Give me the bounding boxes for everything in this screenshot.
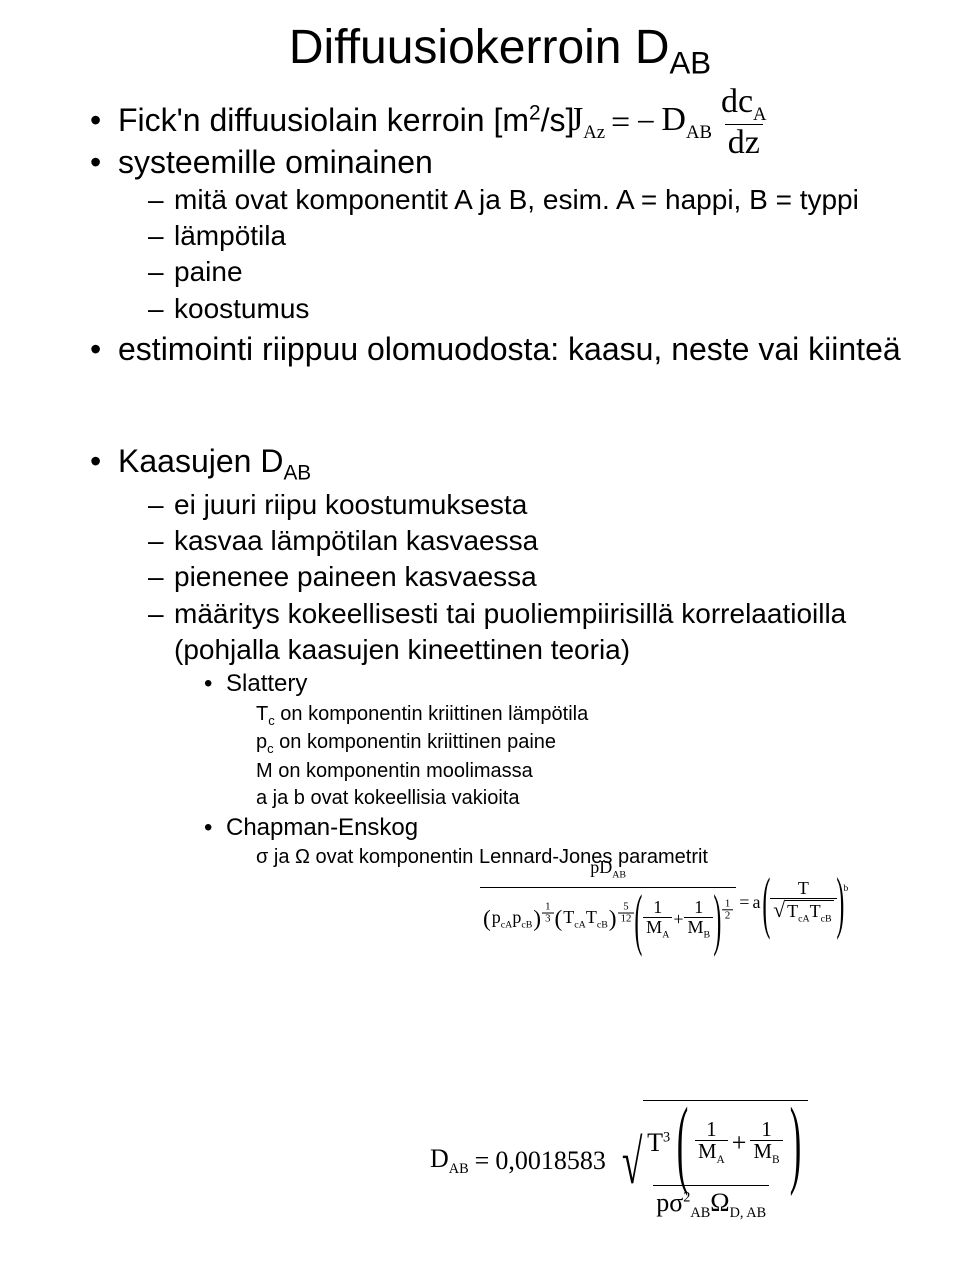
eq3-den: pσ2ABΩD, AB [653, 1185, 769, 1221]
b4d-text: määritys kokeellisesti tai puoliempiiris… [174, 598, 846, 665]
eq2-lhs-den: ( pcApcB ) 1 3 ( TcATcB ) 5 12 ( 1 MA [480, 887, 736, 947]
page-title: Diffuusiokerroin DAB [90, 20, 910, 82]
equation-chapman-enskog: DAB = 0,0018583 √ T3 ( 1 MA + 1 [430, 1100, 811, 1222]
lvl4-line: Tc on komponentin kriittinen lämpötila [256, 701, 910, 730]
b4-text: Kaasujen D [118, 443, 283, 479]
sublist-lvl4: Tc on komponentin kriittinen lämpötila p… [226, 701, 910, 812]
eq2-rhs: ( T √TcATcB ) b [763, 875, 848, 930]
b2d-text: koostumus [174, 293, 309, 324]
bullet-lvl2: kasvaa lämpötilan kasvaessa [148, 523, 910, 559]
bullet-lvl2: paine [148, 254, 910, 290]
page: Diffuusiokerroin DAB JAz = − DAB dcA dz … [0, 0, 960, 1283]
title-sub: AB [670, 46, 712, 81]
bullet-lvl2: koostumus [148, 291, 910, 327]
eq2-lhs: pDAB ( pcApcB ) 1 3 ( TcATcB ) 5 12 ( [480, 858, 736, 947]
b1-tail: /s] [541, 102, 575, 138]
b2b-text: lämpötila [174, 220, 286, 251]
eq3-const: 0,0018583 [495, 1146, 606, 1176]
b4d2-text: Chapman-Enskog [226, 814, 418, 841]
bullet-lvl1: Kaasujen DAB ei juuri riipu koostumukses… [90, 441, 910, 871]
equation-slattery: pDAB ( pcApcB ) 1 3 ( TcATcB ) 5 12 ( [480, 858, 848, 947]
spacer [90, 371, 910, 441]
bullet-lvl2: lämpötila [148, 218, 910, 254]
b3-text: estimointi riippuu olomuodosta: kaasu, n… [118, 331, 901, 367]
b2a-text: mitä ovat komponentit A ja B, esim. A = … [174, 184, 859, 215]
sublist-lvl3: Slattery Tc on komponentin kriittinen lä… [174, 668, 910, 871]
bullet-lvl1: systeemille ominainen mitä ovat komponen… [90, 142, 910, 328]
sublist: mitä ovat komponentit A ja B, esim. A = … [118, 182, 910, 328]
title-main: Diffuusiokerroin D [289, 21, 670, 74]
b4a-text: ei juuri riipu koostumuksesta [174, 489, 527, 520]
eq3-D: DAB [430, 1144, 469, 1178]
lvl4-line: M on komponentin moolimassa [256, 758, 910, 785]
eq2-lhs-num: pDAB [587, 858, 629, 887]
b2-text: systeemille ominainen [118, 144, 433, 180]
eq2-a: a [752, 892, 760, 913]
bullet-list-2: Kaasujen DAB ei juuri riipu koostumukses… [90, 441, 910, 871]
bullet-lvl1: Fick'n diffuusiolain kerroin [m2/s] [90, 100, 910, 140]
bullet-lvl2: mitä ovat komponentit A ja B, esim. A = … [148, 182, 910, 218]
bullet-lvl1: estimointi riippuu olomuodosta: kaasu, n… [90, 329, 910, 369]
bullet-lvl2: ei juuri riipu koostumuksesta [148, 487, 910, 523]
b1-text: Fick'n diffuusiolain kerroin [m [118, 102, 529, 138]
lvl4-line: a ja b ovat kokeellisia vakioita [256, 785, 910, 812]
b4b-text: kasvaa lämpötilan kasvaessa [174, 525, 538, 556]
bullet-lvl3: Slattery Tc on komponentin kriittinen lä… [204, 668, 910, 811]
lvl4-line: pc on komponentin kriittinen paine [256, 729, 910, 758]
bullet-lvl2: pienenee paineen kasvaessa [148, 559, 910, 595]
eq3-frac: √ T3 ( 1 MA + 1 MB ) [612, 1100, 811, 1222]
eq3-equals: = [475, 1146, 490, 1176]
b4c-text: pienenee paineen kasvaessa [174, 561, 537, 592]
b4d1-text: Slattery [226, 670, 307, 697]
bullet-lvl2: määritys kokeellisesti tai puoliempiiris… [148, 596, 910, 872]
eq3-num: √ T3 ( 1 MA + 1 MB ) [612, 1100, 811, 1185]
b4-sub: AB [283, 462, 311, 485]
sublist: ei juuri riipu koostumuksesta kasvaa läm… [118, 487, 910, 872]
eq2-equals: = [739, 892, 749, 913]
b1-sup: 2 [529, 101, 541, 124]
b2c-text: paine [174, 256, 243, 287]
bullet-list: Fick'n diffuusiolain kerroin [m2/s] syst… [90, 100, 910, 370]
